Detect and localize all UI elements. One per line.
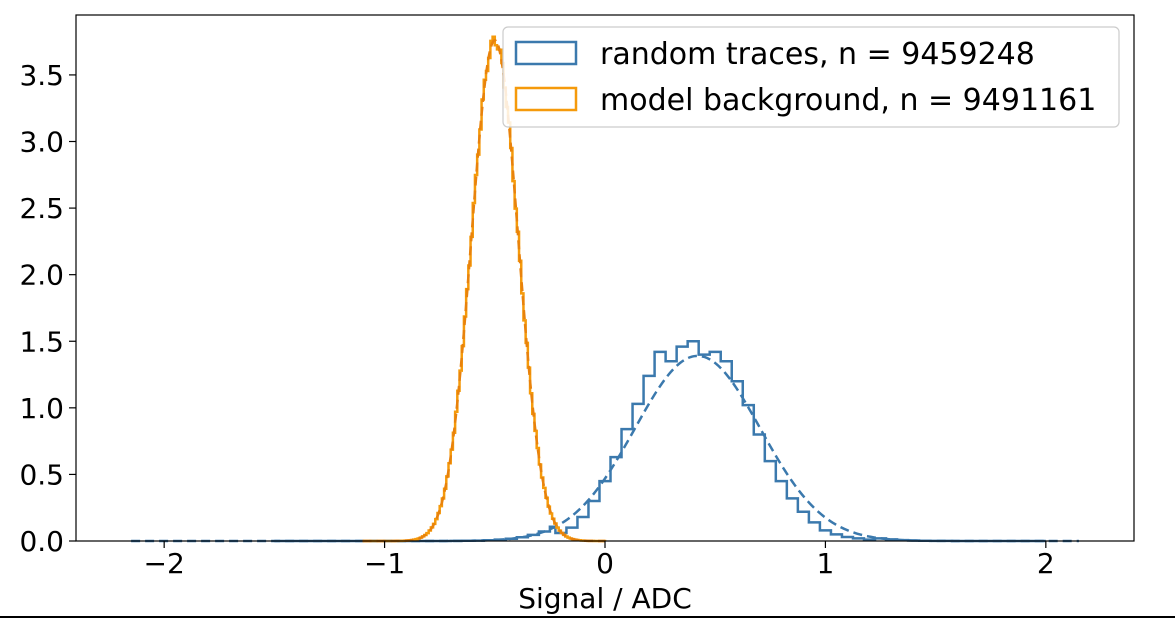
y-axis: 0.0 0.5 1.0 1.5 2.0 2.5 3.0 3.5	[19, 59, 76, 558]
legend-box	[502, 26, 1120, 128]
y-tick-label: 2.5	[19, 192, 64, 225]
y-tick-label: 1.5	[19, 325, 64, 358]
y-tick-label: 1.0	[19, 392, 64, 425]
x-axis-label: Signal / ADC	[518, 582, 692, 615]
legend-label-model-background: model background, n = 9491161	[600, 83, 1096, 118]
legend: random traces, n = 9459248 model backgro…	[502, 26, 1120, 128]
x-tick-label: 2	[1037, 547, 1055, 580]
x-tick-label: −2	[144, 547, 185, 580]
legend-swatch-random-traces	[514, 40, 578, 66]
y-tick-label: 2.0	[19, 259, 64, 292]
legend-swatch-model-background	[514, 86, 578, 112]
y-tick-label: 3.5	[19, 59, 64, 92]
x-tick-label: 1	[817, 547, 835, 580]
y-tick-label: 0.5	[19, 458, 64, 491]
series-model-background-fit	[362, 39, 605, 543]
legend-label-random-traces: random traces, n = 9459248	[600, 37, 1035, 72]
x-tick-label: 0	[596, 547, 614, 580]
x-tick-label: −1	[364, 547, 405, 580]
y-tick-label: 0.0	[19, 525, 64, 558]
bottom-rule	[0, 616, 1175, 618]
x-axis: −2 −1 0 1 2	[144, 541, 1055, 580]
y-tick-label: 3.0	[19, 126, 64, 159]
